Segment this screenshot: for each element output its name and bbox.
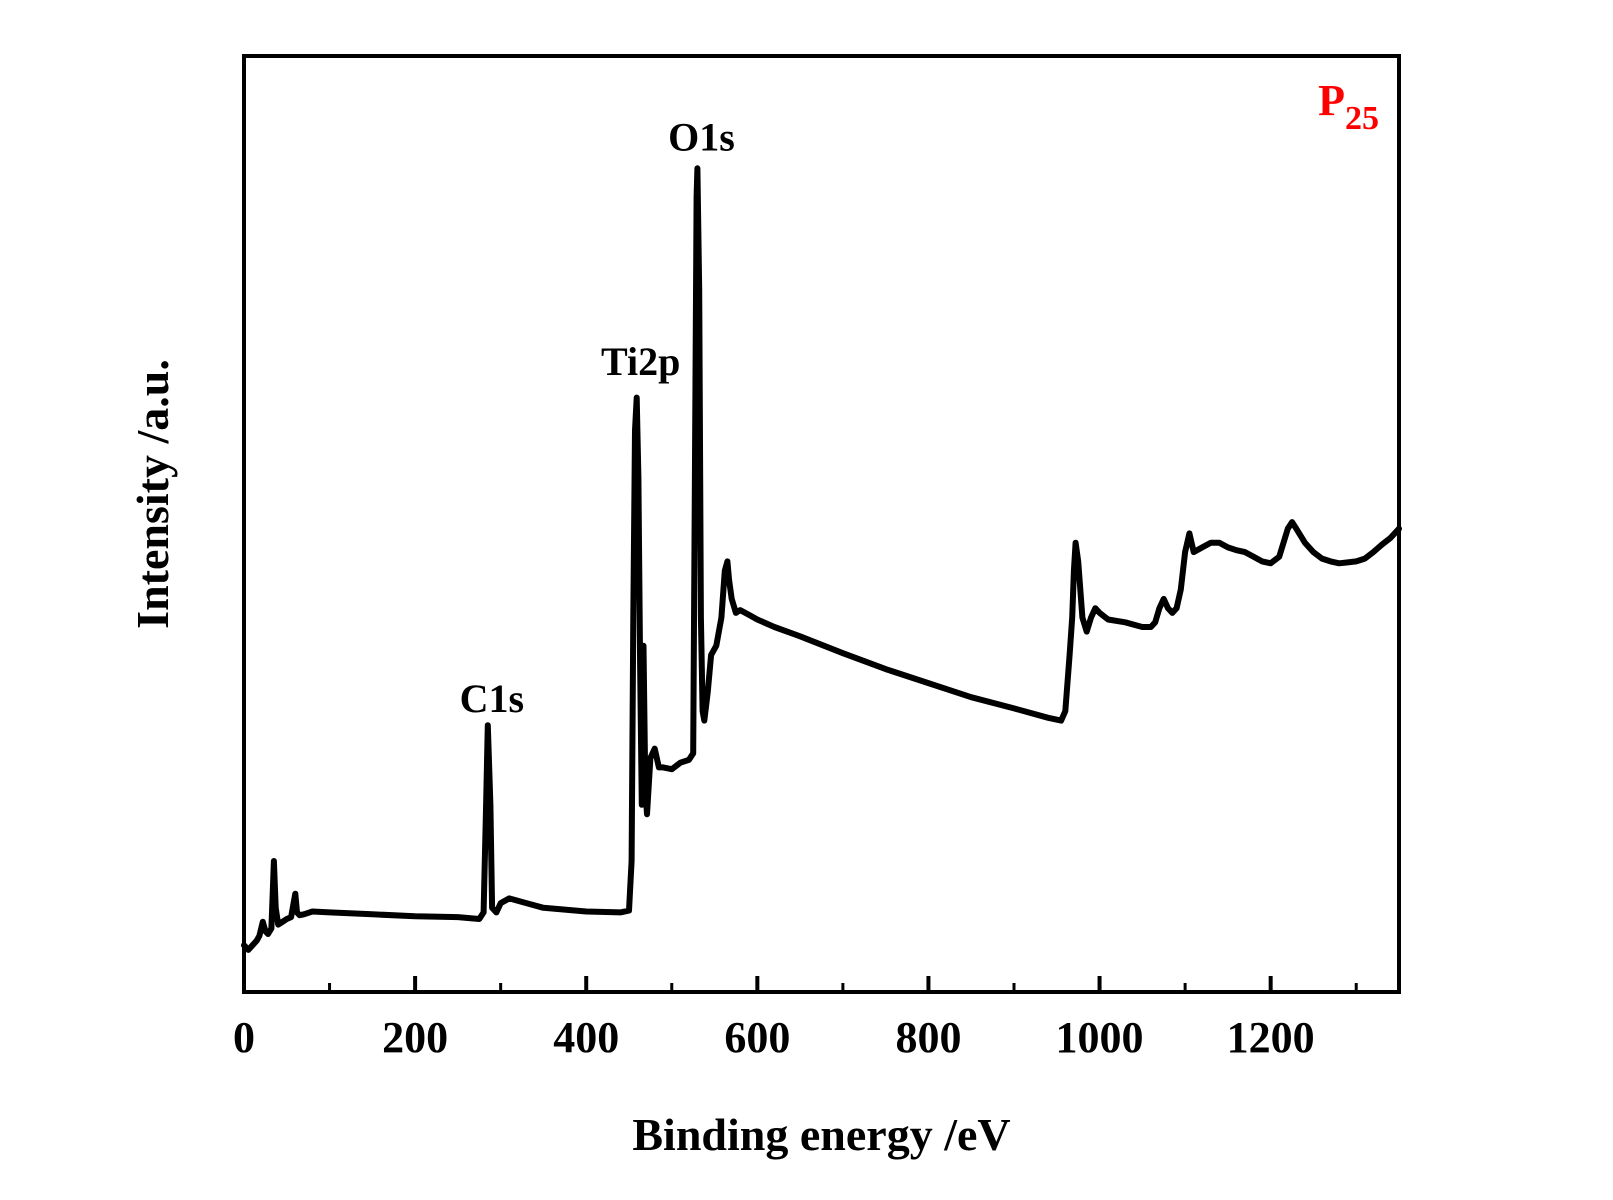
axes: 0 200 400 600 800 1000 1200 <box>233 54 1401 1062</box>
series-layer <box>241 165 1402 953</box>
peak-label-c1s: C1s <box>460 676 524 721</box>
x-tick-label: 1200 <box>1227 1013 1315 1062</box>
xps-spectrum-line <box>241 165 1402 953</box>
x-axis-title: Binding energy /eV <box>632 1109 1010 1160</box>
peak-label-ti2p: Ti2p <box>601 339 680 384</box>
x-tick-label: 600 <box>724 1013 790 1062</box>
y-axis-title: Intensity /a.u. <box>127 359 178 629</box>
plot-frame <box>242 54 1401 994</box>
x-tick-label: 800 <box>895 1013 961 1062</box>
sample-label: P25 <box>1318 76 1379 137</box>
x-tick-label: 1000 <box>1056 1013 1144 1062</box>
peak-label-o1s: O1s <box>668 114 735 159</box>
x-tick-label: 200 <box>382 1013 448 1062</box>
x-tick-label: 400 <box>553 1013 619 1062</box>
x-tick-label: 0 <box>233 1013 255 1062</box>
labels: Binding energy /eV Intensity /a.u. C1s Ti2p… <box>127 76 1379 1160</box>
